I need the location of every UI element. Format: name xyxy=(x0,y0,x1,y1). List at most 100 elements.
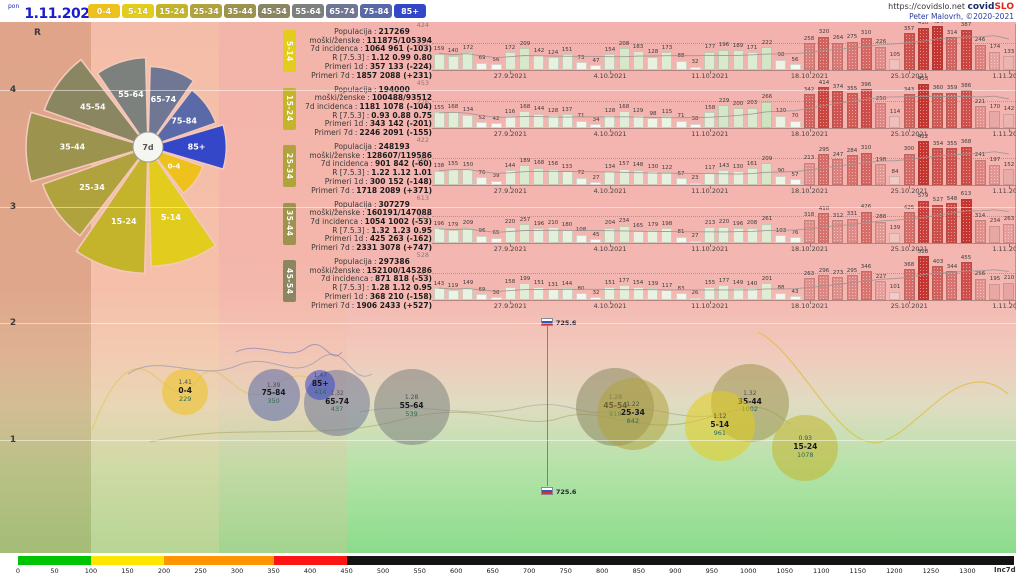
daily-bar xyxy=(618,48,630,70)
bubble-5-14[interactable]: 1.12 5-14 961 xyxy=(684,391,755,461)
daily-bar xyxy=(917,141,929,185)
daily-bar xyxy=(818,154,830,185)
daily-bar xyxy=(590,239,602,243)
age-filter-0-4[interactable]: 0-4 xyxy=(88,4,120,18)
stat-label: moški/ženske xyxy=(309,265,361,275)
daily-bar xyxy=(533,167,545,185)
daily-bar-value: 209 xyxy=(761,154,772,162)
daily-bar xyxy=(575,120,587,128)
x-tick-1300: 1300 xyxy=(959,567,976,575)
x-tick-200: 200 xyxy=(157,567,171,575)
bubble-0-4[interactable]: 1.41 0-4 229 xyxy=(162,369,209,416)
age-tab-35-44[interactable]: 35-44 xyxy=(283,202,296,245)
bubble-75-84[interactable]: 1.39 75-84 350 xyxy=(247,368,300,421)
rose-wedge-45-54[interactable] xyxy=(43,58,151,149)
bubble-age-group: 85+ xyxy=(311,379,329,389)
rose-wedge-15-24[interactable] xyxy=(75,144,149,275)
age-filter-75-84[interactable]: 75-84 xyxy=(360,4,392,18)
chart-baseline xyxy=(432,242,1016,244)
daily-bar-value: 152 xyxy=(1003,160,1015,168)
rose-wedge-65-74[interactable] xyxy=(147,65,195,150)
daily-bar-value: 177 xyxy=(718,276,730,284)
age-filter-65-74[interactable]: 65-74 xyxy=(326,4,358,18)
age-tab-45-54[interactable]: 45-54 xyxy=(283,260,296,302)
week-tick xyxy=(1008,128,1010,132)
daily-bar-value: 209 xyxy=(519,40,530,47)
national-marker-line xyxy=(547,326,549,486)
age-filter-55-64[interactable]: 55-64 xyxy=(292,4,324,18)
rose-wedge-35-44[interactable] xyxy=(25,111,151,183)
week-date-label: 1.11.2021 xyxy=(992,302,1016,310)
bubble-age-group: 0-4 xyxy=(178,386,192,396)
national-marker-value: 725.6 xyxy=(555,488,577,496)
age-tab-25-34[interactable]: 25-34 xyxy=(283,145,296,187)
daily-bar-value: 137 xyxy=(561,105,573,113)
stat-value: 1.32 1.23 0.95 xyxy=(371,225,432,235)
daily-cases-chart-35-44: 613 253 196 179 209 96 65 220 257 196 210 180 108 45 2… xyxy=(417,190,1016,253)
week-tick xyxy=(610,301,611,304)
daily-bar-value: 422 xyxy=(918,132,929,140)
stat-value: 1064 961 (-103) xyxy=(364,44,432,54)
daily-bar xyxy=(775,292,787,300)
daily-bar xyxy=(903,269,915,300)
daily-bar xyxy=(889,59,901,70)
daily-bar xyxy=(490,123,502,128)
age-filter-5-14[interactable]: 5-14 xyxy=(122,4,154,18)
age-tab-5-14[interactable]: 5-14 xyxy=(283,30,296,72)
daily-bar-value: 159 xyxy=(433,45,445,52)
rose-wedge-85+[interactable] xyxy=(145,123,228,171)
daily-bar xyxy=(932,26,943,70)
daily-bar-value: 256 xyxy=(975,270,986,277)
week-tick xyxy=(1008,301,1010,304)
rose-wedge-25-34[interactable] xyxy=(41,145,151,237)
daily-bar-value: 32 xyxy=(592,289,600,296)
stat-label: moški/ženske xyxy=(309,35,361,45)
rose-wedge-0-4[interactable] xyxy=(145,145,204,195)
stat-row: 7d incidenca:1064 961 (-103) xyxy=(298,45,432,54)
bubble-25-34[interactable]: 1.22 25-34 842 xyxy=(596,378,669,451)
daily-bar-value: 168 xyxy=(447,102,459,110)
daily-bar-value: 275 xyxy=(846,33,858,40)
bubble-55-64[interactable]: 1.28 55-64 539 xyxy=(373,369,450,446)
daily-bar xyxy=(590,182,602,185)
stat-value: 160191/147088 xyxy=(366,208,432,218)
age-tab-15-24[interactable]: 15-24 xyxy=(283,87,296,130)
rose-wedge-5-14[interactable] xyxy=(147,144,217,268)
daily-bar xyxy=(462,227,473,243)
daily-bar-value: 142 xyxy=(533,47,544,54)
stat-value: 1906 2433 (+527) xyxy=(356,300,432,310)
stat-colon: : xyxy=(374,257,377,266)
bubble-15-24[interactable]: 0.93 15-24 1078 xyxy=(772,415,839,482)
daily-bar-value: 26 xyxy=(691,289,699,297)
daily-bar xyxy=(846,41,858,70)
daily-bar xyxy=(661,52,673,70)
daily-bar-value: 210 xyxy=(547,219,559,226)
rose-wedge-55-64[interactable] xyxy=(96,56,149,150)
daily-bar xyxy=(433,53,445,70)
stats-panel-25-34: Populacija:248193 moški/ženske:128607/119… xyxy=(298,142,432,195)
age-filter-85+[interactable]: 85+ xyxy=(394,4,426,18)
daily-bar xyxy=(519,111,530,128)
age-filter-15-24[interactable]: 15-24 xyxy=(156,4,188,18)
daily-bar xyxy=(732,108,744,128)
x-tick-0: 0 xyxy=(15,567,21,575)
x-tick-250: 250 xyxy=(194,567,207,575)
rose-wedge-75-84[interactable] xyxy=(145,88,217,149)
site-url[interactable]: https://covidslo.net xyxy=(888,2,965,11)
age-filter-25-34[interactable]: 25-34 xyxy=(190,4,222,18)
daily-cases-chart-5-14: 424 212 159 140 172 69 56 172 209 142 124 151 73 47 15… xyxy=(417,22,1016,80)
age-filter-35-44[interactable]: 35-44 xyxy=(224,4,256,18)
bubble-label: 1.47 85+ 414 xyxy=(288,372,352,396)
week-tick xyxy=(909,71,911,74)
x-tick-1050: 1050 xyxy=(776,567,794,575)
daily-bar xyxy=(661,290,673,300)
daily-bar xyxy=(689,240,701,243)
stat-label: Primeri 1d xyxy=(324,61,364,71)
bubble-r-value: 1.22 xyxy=(626,401,640,409)
daily-bar xyxy=(789,64,801,70)
daily-bar-value: 177 xyxy=(704,43,715,50)
daily-bar xyxy=(675,293,687,300)
week-tick xyxy=(909,243,911,247)
bubble-85+[interactable]: 1.47 85+ 414 xyxy=(305,370,336,401)
age-filter-45-54[interactable]: 45-54 xyxy=(258,4,290,18)
